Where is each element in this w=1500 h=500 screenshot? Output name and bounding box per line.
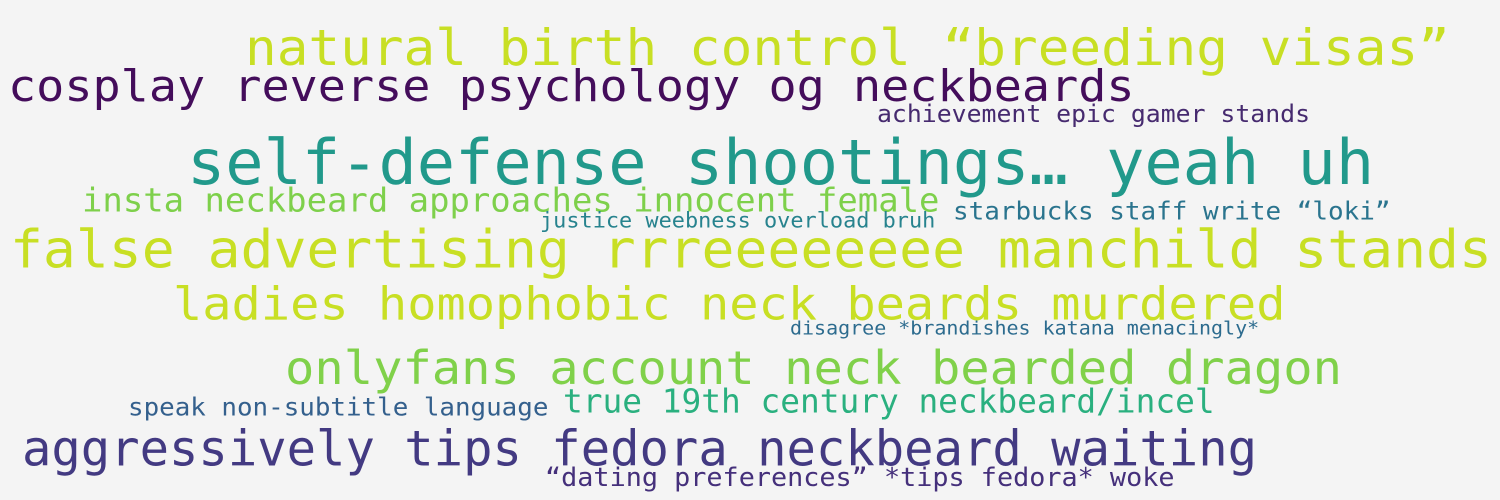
cloud-phrase: self-defense shootings… yeah uh <box>187 126 1375 199</box>
cloud-phrase: disagree *brandishes katana menacingly* <box>790 317 1260 340</box>
cloud-phrase: insta neckbeard approaches innocent fema… <box>82 180 940 220</box>
cloud-phrase: aggressively tips fedora neckbeard waiti… <box>22 420 1258 478</box>
cloud-phrase: achievement epic gamer stands <box>877 100 1311 128</box>
cloud-phrase: false advertising rrreeeeeeee manchild s… <box>10 219 1492 281</box>
cloud-phrase: “dating preferences” *tips fedora* woke <box>545 463 1175 493</box>
cloud-phrase: true 19th century neckbeard/incel <box>563 381 1215 421</box>
cloud-phrase: natural birth control “breeding visas” <box>245 19 1450 77</box>
cloud-phrase: ladies homophobic neck beards murdered <box>173 277 1286 331</box>
cloud-phrase: onlyfans account neck bearded dragon <box>285 341 1342 395</box>
cloud-phrase: justice weebness overload bruh <box>540 208 936 233</box>
cloud-phrase: starbucks staff write “loki” <box>953 196 1391 226</box>
cloud-phrase: speak non-subtitle language <box>128 392 549 422</box>
cloud-phrase: cosplay reverse psychology og neckbeards <box>8 61 1135 112</box>
